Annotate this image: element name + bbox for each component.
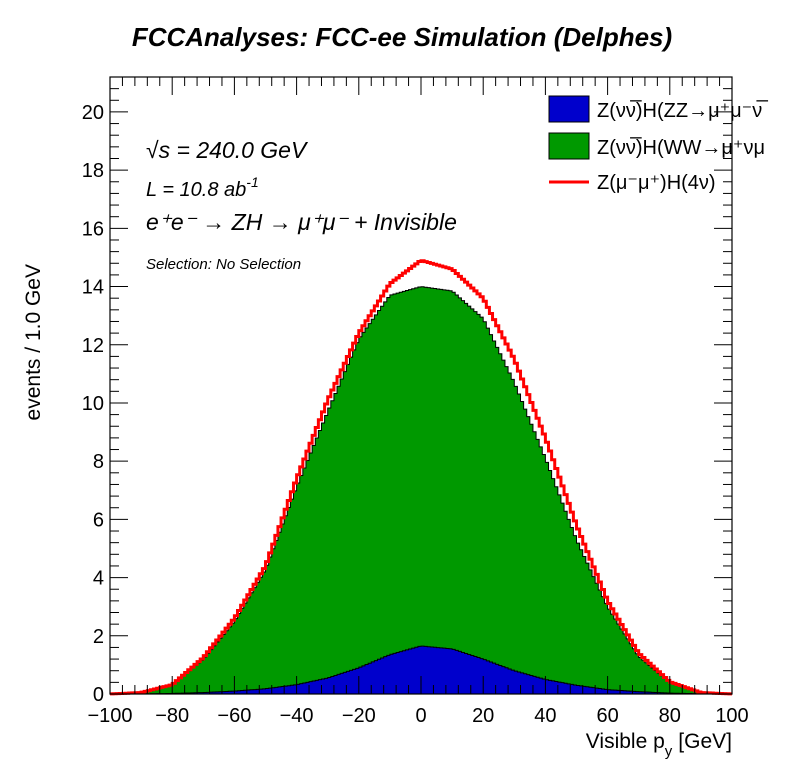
x-tick-label: 0 xyxy=(415,705,426,727)
chart-title: FCCAnalyses: FCC-ee Simulation (Delphes) xyxy=(132,22,672,52)
luminosity-annotation: L = 10.8 ab-1 xyxy=(146,174,259,201)
y-tick-label: 18 xyxy=(82,160,104,182)
y-tick-label: 16 xyxy=(82,218,104,240)
x-tick-label: −100 xyxy=(87,705,132,727)
x-tick-label: −60 xyxy=(217,705,251,727)
x-axis-label: Visible py [GeV] xyxy=(586,730,732,760)
y-tick-label: 8 xyxy=(93,451,104,473)
legend-label-mumu: Z(μ⁻μ⁺)H(4ν) xyxy=(597,172,716,194)
selection-annotation: Selection: No Selection xyxy=(146,256,301,273)
y-tick-label: 20 xyxy=(82,102,104,124)
y-axis: 0 2 4 6 8 10 12 14 16 18 20 xyxy=(82,76,732,706)
x-tick-label: −20 xyxy=(342,705,376,727)
y-tick-label: 10 xyxy=(82,393,104,415)
legend-label-ww: Z(νν̅)H(WW→μ⁺νμ xyxy=(597,136,765,159)
x-tick-label: 60 xyxy=(596,705,618,727)
legend: Z(νν̅)H(ZZ→μ⁺μ⁻ν̅ Z(νν̅)H(WW→μ⁺νμ Z(μ⁻μ⁺… xyxy=(548,95,768,194)
x-tick-label: 20 xyxy=(472,705,494,727)
x-tick-label: 80 xyxy=(659,705,681,727)
y-axis-label: events / 1.0 GeV xyxy=(22,264,45,420)
y-tick-label: 4 xyxy=(93,568,104,590)
y-tick-label: 12 xyxy=(82,335,104,357)
y-tick-label: 14 xyxy=(82,277,104,299)
x-tick-label: −80 xyxy=(155,705,189,727)
x-tick-label: 40 xyxy=(534,705,556,727)
series-layer xyxy=(109,259,733,696)
x-tick-label: 100 xyxy=(715,705,748,727)
y-tick-label: 0 xyxy=(93,684,104,706)
y-tick-label: 2 xyxy=(93,626,104,648)
x-axis: −100 −80 −60 −40 −20 0 20 40 60 80 100 xyxy=(87,77,749,727)
series-mumu-line xyxy=(110,259,732,696)
series-ww-fill xyxy=(109,286,733,695)
process-annotation: e⁺e⁻ → ZH → μ⁺μ⁻ + Invisible xyxy=(146,209,457,235)
y-tick-label: 6 xyxy=(93,509,104,531)
legend-swatch-ww xyxy=(548,132,590,160)
legend-label-zz: Z(νν̅)H(ZZ→μ⁺μ⁻ν̅ xyxy=(597,99,768,122)
legend-swatch-zz xyxy=(548,95,590,123)
x-tick-label: −40 xyxy=(280,705,314,727)
sqrt-s-annotation: √s = 240.0 GeV xyxy=(146,137,309,163)
